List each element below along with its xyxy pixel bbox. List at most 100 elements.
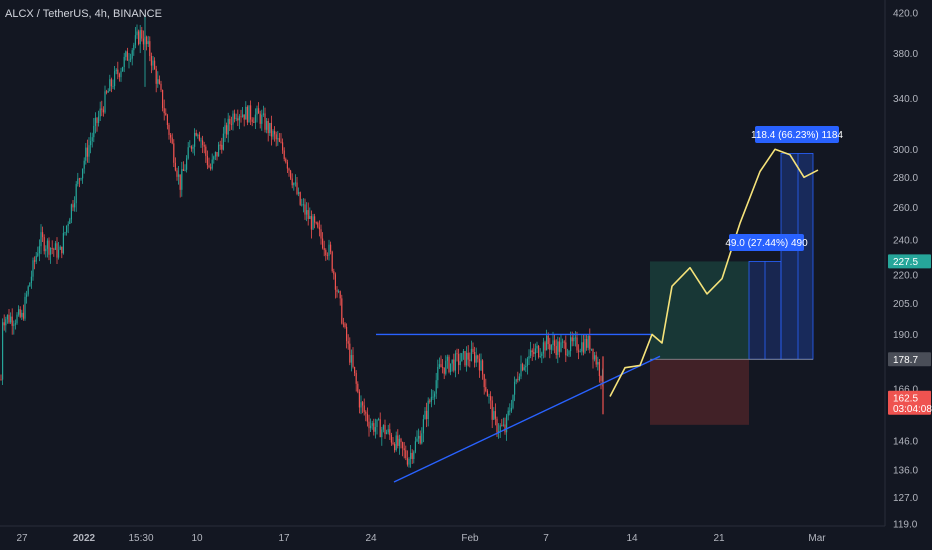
- candle-body: [181, 169, 183, 190]
- candle-body: [563, 341, 565, 343]
- candle-body: [242, 114, 244, 117]
- candle-body: [3, 322, 5, 326]
- candle-body: [128, 59, 130, 61]
- candle-body: [174, 162, 176, 171]
- candle-body: [317, 222, 319, 228]
- candle-body: [83, 160, 85, 169]
- candle-body: [437, 366, 439, 381]
- entry-price-label: 178.7: [888, 352, 931, 367]
- candle-body: [507, 410, 509, 416]
- candle-body: [245, 106, 247, 120]
- candle-body: [566, 354, 568, 356]
- measure-label-1[interactable]: 49.0 (27.44%) 490: [725, 234, 808, 251]
- candle-body: [443, 367, 445, 374]
- candle-body: [198, 134, 200, 141]
- measure-label-2-bg: [755, 126, 839, 143]
- time-tick-label: Mar: [808, 533, 826, 544]
- candle-body: [346, 326, 348, 342]
- candle-body: [131, 50, 133, 59]
- measure-box-2[interactable]: [780, 153, 814, 360]
- candle-body: [477, 355, 479, 359]
- candle-body: [194, 132, 196, 147]
- candle-body: [251, 119, 253, 122]
- candle-body: [312, 216, 314, 230]
- projection-path[interactable]: [609, 148, 819, 397]
- candle-body: [306, 210, 308, 215]
- candle-body: [310, 216, 312, 230]
- measure-label-2[interactable]: 118.4 (66.23%) 1184: [751, 126, 843, 143]
- candle-body: [262, 113, 264, 115]
- candle-body: [542, 342, 544, 354]
- candle-body: [85, 147, 87, 161]
- price-tick-label: 136.0: [893, 465, 918, 476]
- target-zone[interactable]: [650, 261, 749, 360]
- candle-body: [544, 342, 546, 351]
- candle-body: [427, 400, 429, 420]
- entry-price-label-value: 178.7: [893, 355, 918, 366]
- candle-body: [450, 363, 452, 372]
- price-tick-label: 380.0: [893, 49, 918, 60]
- candle-body: [523, 367, 525, 371]
- candle-body: [32, 260, 34, 277]
- candle-body: [82, 168, 84, 179]
- candle-body: [358, 391, 360, 408]
- candle-body: [574, 337, 576, 339]
- candle-body: [48, 240, 50, 255]
- candle-body: [475, 355, 477, 363]
- candle-body: [150, 56, 152, 66]
- candle-body: [370, 425, 372, 429]
- candle-body: [342, 323, 344, 325]
- candle-body: [179, 174, 181, 190]
- candle-body: [562, 341, 564, 343]
- candle-body: [395, 435, 397, 451]
- candle-body: [248, 105, 250, 123]
- candle-body: [146, 36, 148, 45]
- candle-body: [408, 458, 410, 465]
- candle-body: [448, 356, 450, 372]
- candle-body: [112, 86, 114, 87]
- candle-body: [578, 350, 580, 352]
- candle-body: [315, 222, 317, 224]
- candle-body: [531, 350, 533, 353]
- time-tick-label: 2022: [73, 533, 96, 544]
- candle-body: [347, 341, 349, 344]
- candle-body: [400, 438, 402, 443]
- price-tick-label: 280.0: [893, 173, 918, 184]
- candle-body: [557, 341, 559, 355]
- candle-body: [208, 165, 210, 168]
- candle-body: [96, 117, 98, 123]
- candle-body: [205, 146, 207, 156]
- candle-body: [86, 147, 88, 157]
- candle-body: [90, 141, 92, 146]
- price-axis[interactable]: 420.0 380.0 340.0 300.0 280.0 260.0 240.0 220.0…: [888, 9, 932, 531]
- candle-body: [298, 192, 300, 194]
- candle-body: [290, 170, 292, 179]
- drawings-layer[interactable]: 49.0 (27.44%) 490 118.4 (66.23%) 1184: [376, 126, 843, 483]
- candle-body: [224, 125, 226, 134]
- candle-body: [526, 358, 528, 366]
- candle-body: [94, 117, 96, 126]
- price-tick-label: 420.0: [893, 9, 918, 20]
- last-price-label-bg: [888, 390, 931, 415]
- candle-body: [166, 115, 168, 125]
- support-trendline[interactable]: [393, 355, 661, 483]
- candle-body: [235, 118, 237, 120]
- candle-body: [584, 339, 586, 353]
- stop-zone[interactable]: [650, 359, 749, 425]
- candle-body: [373, 423, 375, 432]
- candle-body: [381, 429, 383, 438]
- candle-body: [46, 240, 48, 249]
- candle-body: [496, 418, 498, 433]
- candle-body: [102, 109, 104, 113]
- candle-body: [355, 373, 357, 384]
- candle-body: [486, 390, 488, 397]
- candle-body: [37, 253, 39, 256]
- candle-body: [93, 125, 95, 138]
- candle-body: [264, 113, 266, 130]
- time-axis[interactable]: 27 2022 15:30 10 17 24 Feb 7 14 21 Mar: [16, 533, 826, 544]
- candle-body: [67, 224, 69, 226]
- candle-body: [267, 121, 269, 134]
- candle-body: [253, 121, 255, 123]
- candle-body: [552, 340, 554, 345]
